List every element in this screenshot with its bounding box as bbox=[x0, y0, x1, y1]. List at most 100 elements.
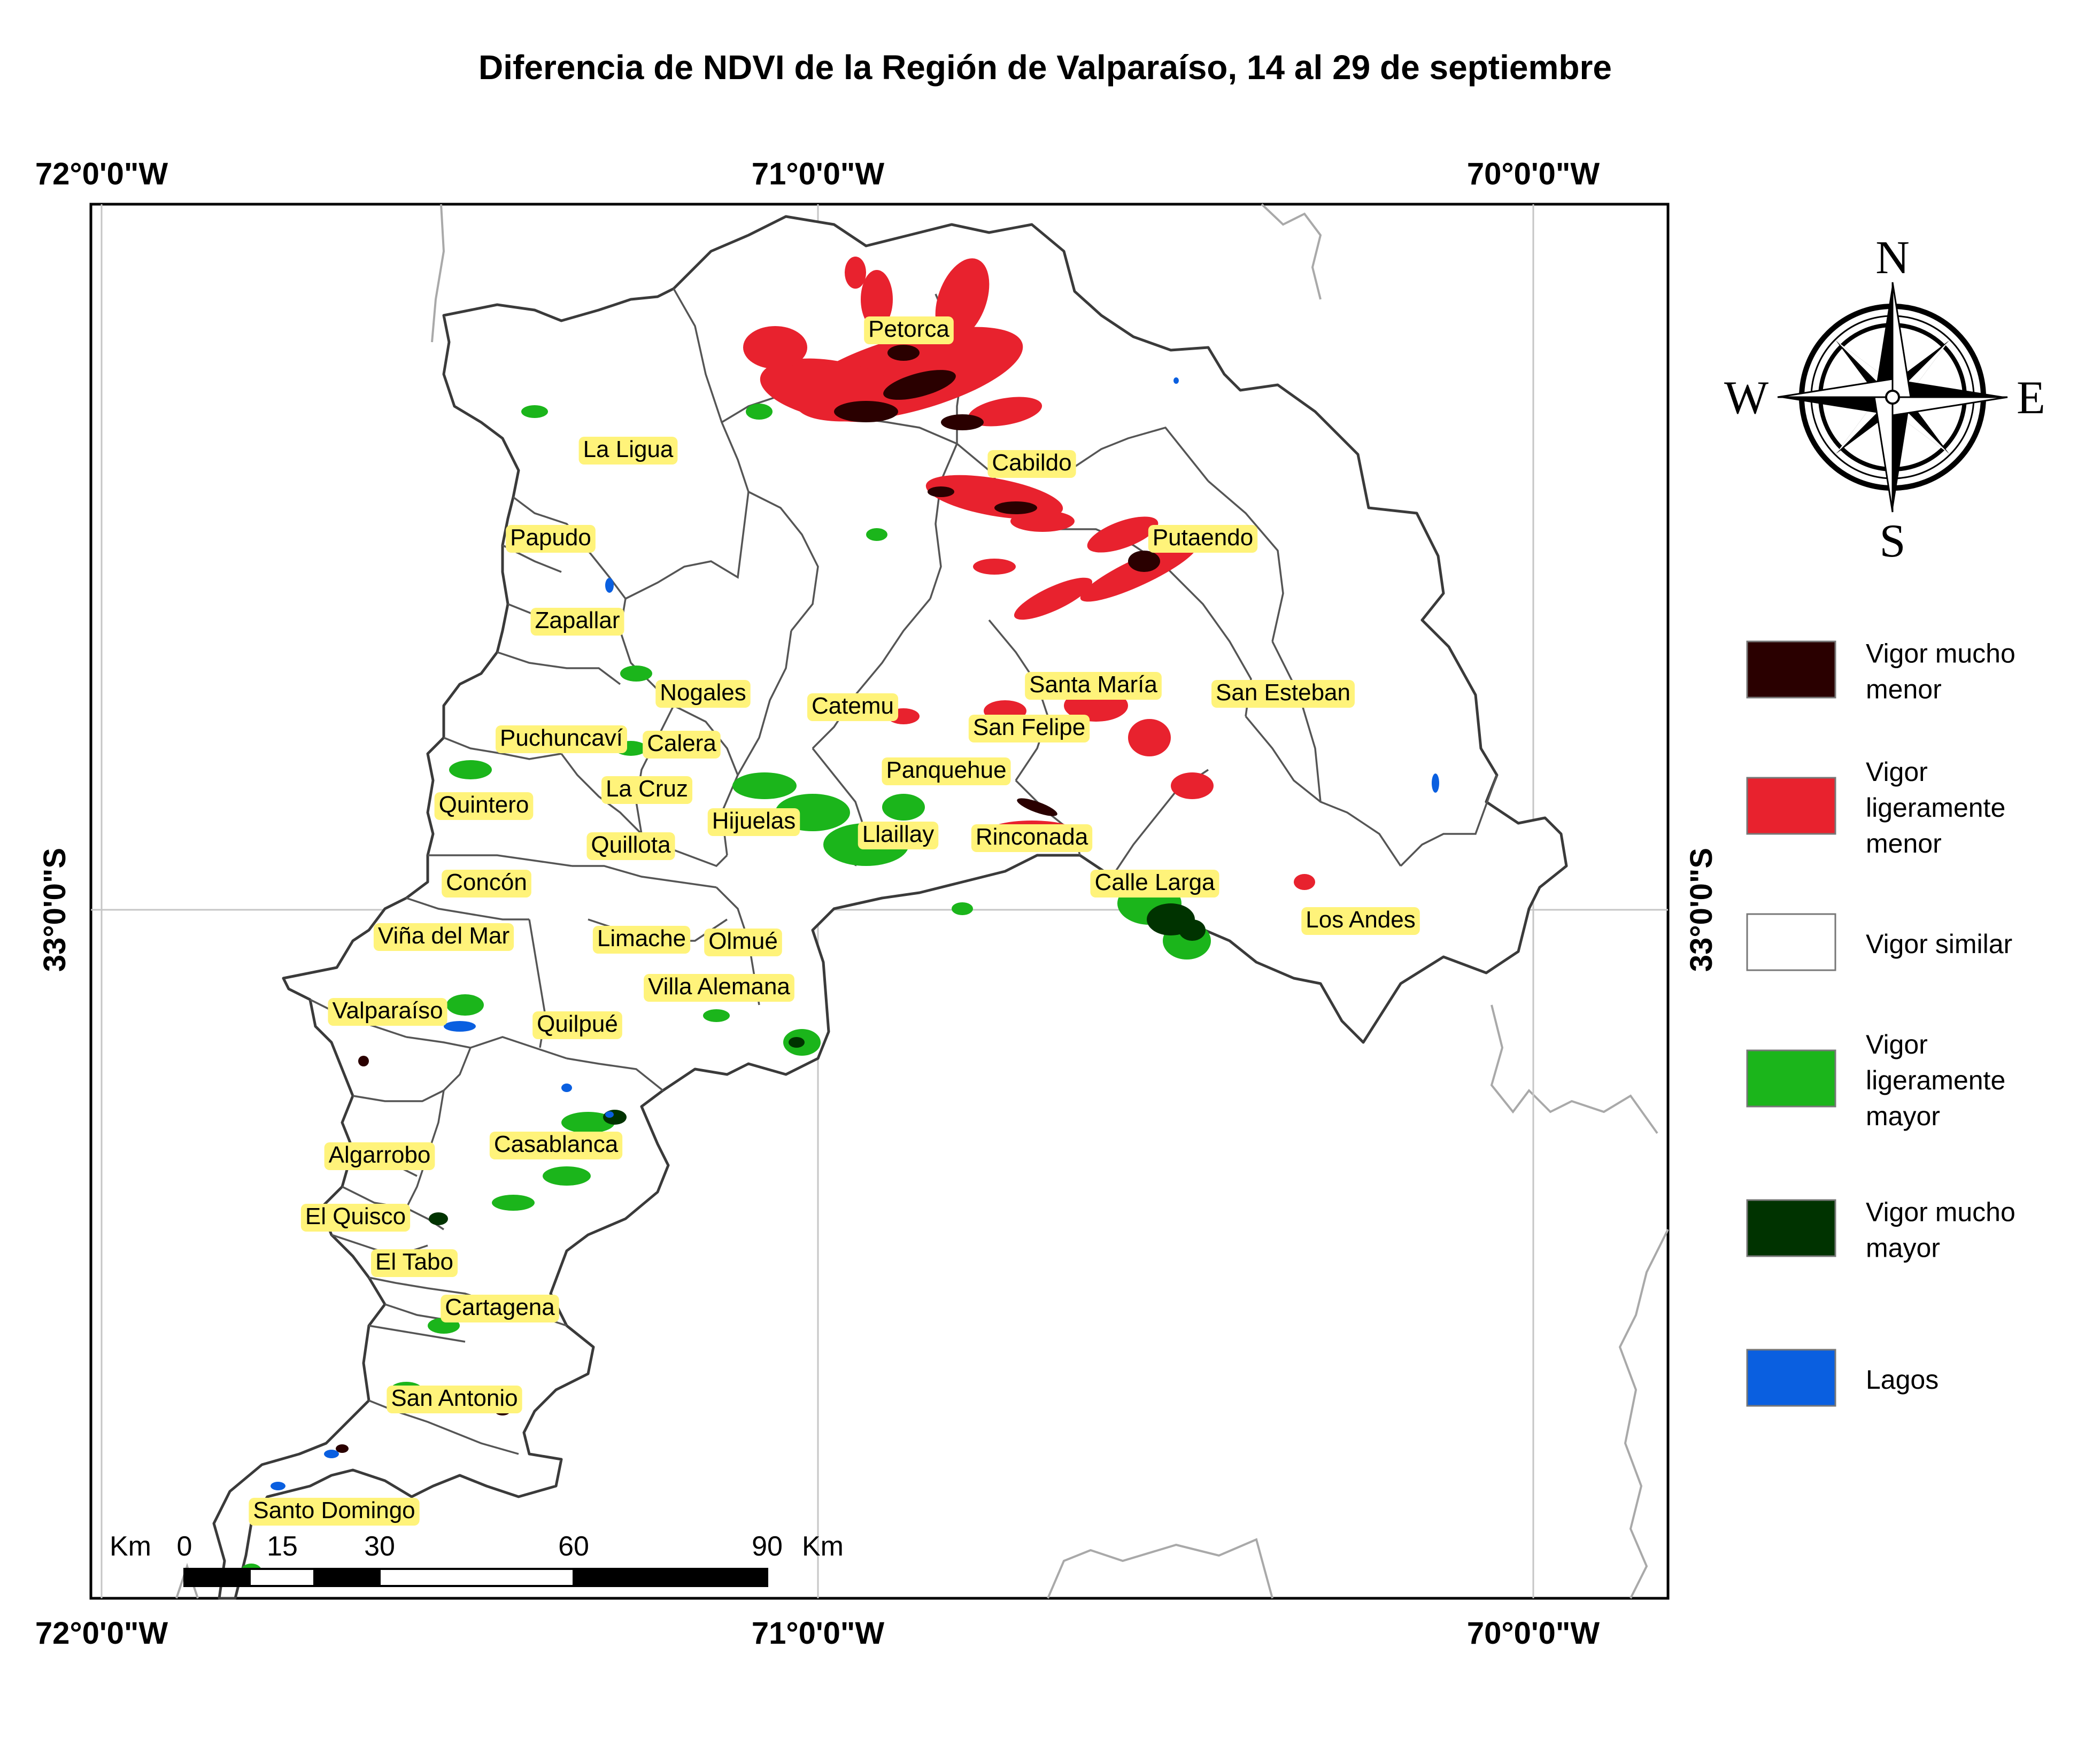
scale-bar-segments bbox=[183, 1568, 768, 1587]
place-label: Villa Alemana bbox=[644, 973, 794, 1002]
place-label: Casablanca bbox=[489, 1131, 623, 1159]
legend-label: Vigor similar bbox=[1866, 929, 2012, 959]
scale-tick-15: 15 bbox=[267, 1531, 298, 1562]
place-label-text: Papudo bbox=[510, 524, 591, 551]
scale-unit-right: Km bbox=[802, 1531, 844, 1562]
lon-label-top-71w: 71°0'0"W bbox=[752, 157, 885, 191]
place-label-text: Petorca bbox=[868, 316, 949, 342]
place-label-text: Rinconada bbox=[976, 824, 1088, 850]
place-label-text: Limache bbox=[597, 925, 686, 951]
legend-label: menor bbox=[1866, 675, 1942, 705]
legend-swatch bbox=[1746, 1349, 1836, 1407]
place-label: Algarrobo bbox=[324, 1142, 435, 1170]
place-label-text: Santo Domingo bbox=[253, 1497, 415, 1523]
lon-label-top-72w: 72°0'0"W bbox=[35, 157, 168, 191]
legend-label: mayor bbox=[1866, 1233, 1940, 1263]
place-label-text: Nogales bbox=[660, 679, 746, 706]
lon-label-bottom-71w: 71°0'0"W bbox=[752, 1616, 885, 1651]
place-label-text: La Cruz bbox=[606, 776, 688, 802]
scale-tick-0: 0 bbox=[177, 1531, 192, 1562]
lon-label-bottom-70w: 70°0'0"W bbox=[1467, 1616, 1600, 1651]
legend-label: Vigor mucho bbox=[1866, 1197, 2016, 1227]
place-label: La Ligua bbox=[578, 436, 678, 465]
place-label: Petorca bbox=[864, 316, 954, 344]
place-label: Catemu bbox=[807, 693, 899, 721]
compass-east: E bbox=[2017, 372, 2045, 424]
place-label-text: Algarrobo bbox=[329, 1142, 431, 1168]
place-label: La Cruz bbox=[601, 776, 693, 804]
place-label: Quilpué bbox=[532, 1011, 622, 1039]
place-label: Llaillay bbox=[858, 821, 939, 849]
place-label: San Felipe bbox=[968, 714, 1090, 742]
place-label: Cartagena bbox=[441, 1294, 559, 1322]
place-label: Calera bbox=[643, 730, 721, 759]
scale-tick-30: 30 bbox=[364, 1531, 395, 1562]
legend-label: ligeramente bbox=[1866, 793, 2005, 823]
place-label: San Antonio bbox=[387, 1385, 522, 1413]
legend-swatch bbox=[1746, 777, 1836, 835]
place-label-text: Panquehue bbox=[886, 757, 1006, 783]
place-label-text: Concón bbox=[446, 869, 527, 895]
place-label: Viña del Mar bbox=[373, 923, 514, 951]
legend-label: menor bbox=[1866, 829, 1942, 858]
scale-tick-60: 60 bbox=[558, 1531, 589, 1562]
place-label-text: El Tabo bbox=[375, 1249, 453, 1275]
place-label: Limache bbox=[592, 925, 691, 954]
place-label-text: Villa Alemana bbox=[648, 973, 790, 1000]
scale-tick-90: 90 bbox=[752, 1531, 783, 1562]
legend-label: Vigor bbox=[1866, 757, 1928, 787]
compass-west: W bbox=[1724, 372, 1769, 424]
place-label: Nogales bbox=[655, 679, 751, 708]
place-label-text: Putaendo bbox=[1153, 524, 1253, 551]
legend-label: Lagos bbox=[1866, 1365, 1939, 1395]
legend-label: mayor bbox=[1866, 1101, 1940, 1131]
patches-vigor-mucho-mayor bbox=[429, 903, 1206, 1225]
place-label-text: Santa María bbox=[1029, 671, 1157, 698]
legend-swatch bbox=[1746, 640, 1836, 699]
place-label-text: Los Andes bbox=[1306, 907, 1416, 933]
place-label: Olmué bbox=[704, 928, 782, 956]
compass-north: N bbox=[1875, 232, 1910, 284]
legend-item: Vigor similar bbox=[1746, 913, 2012, 971]
place-label-text: Viña del Mar bbox=[378, 923, 509, 949]
legend-label: Vigor bbox=[1866, 1030, 1928, 1059]
place-label: Calle Larga bbox=[1090, 869, 1219, 898]
legend-label: Vigor mucho bbox=[1866, 639, 2016, 669]
lon-label-bottom-72w: 72°0'0"W bbox=[35, 1616, 168, 1651]
place-label-text: Calle Larga bbox=[1094, 869, 1215, 895]
legend-item: Lagos bbox=[1746, 1349, 1939, 1407]
place-label-text: Quintero bbox=[439, 792, 529, 818]
region-outline bbox=[212, 215, 1568, 1600]
place-label: Santa María bbox=[1025, 671, 1162, 700]
legend-swatch bbox=[1746, 1049, 1836, 1108]
legend-item: Vigor ligeramente menor bbox=[1746, 757, 2005, 858]
legend: Vigor muchomenorVigorligeramentemenorVig… bbox=[1746, 639, 2016, 1407]
place-label: Panquehue bbox=[882, 757, 1011, 785]
place-label: San Esteban bbox=[1211, 679, 1355, 708]
compass-rose: N S E W bbox=[1724, 232, 2045, 567]
neighbor-boundaries bbox=[175, 203, 1669, 1599]
place-label-text: Olmué bbox=[708, 928, 778, 954]
place-label: Hijuelas bbox=[707, 808, 800, 836]
place-label-text: Llaillay bbox=[862, 821, 935, 847]
place-label: Zapallar bbox=[530, 607, 624, 636]
place-label-text: El Quisco bbox=[305, 1203, 406, 1229]
place-label-text: San Felipe bbox=[973, 714, 1085, 740]
place-labels: Petorca La Ligua Cabildo Papudo Putaendo Zapa… bbox=[249, 316, 1420, 1526]
place-label-text: Puchuncaví bbox=[500, 725, 623, 751]
legend-swatch bbox=[1746, 1199, 1836, 1257]
place-label: Puchuncaví bbox=[496, 725, 627, 753]
place-label-text: Calera bbox=[647, 730, 716, 756]
place-label-text: La Ligua bbox=[583, 436, 674, 462]
place-label: Papudo bbox=[506, 524, 596, 553]
map-title: Diferencia de NDVI de la Región de Valpa… bbox=[478, 48, 1612, 87]
place-label-text: San Antonio bbox=[391, 1385, 518, 1411]
place-label: Concón bbox=[442, 869, 531, 898]
place-label: Quintero bbox=[434, 792, 534, 820]
compass-south: S bbox=[1880, 515, 1906, 567]
legend-item: Vigor mucho menor bbox=[1746, 639, 2016, 705]
scale-unit-left: Km bbox=[110, 1531, 151, 1562]
legend-item: Vigor ligeramente mayor bbox=[1746, 1030, 2005, 1131]
place-label: Quillota bbox=[586, 832, 675, 860]
